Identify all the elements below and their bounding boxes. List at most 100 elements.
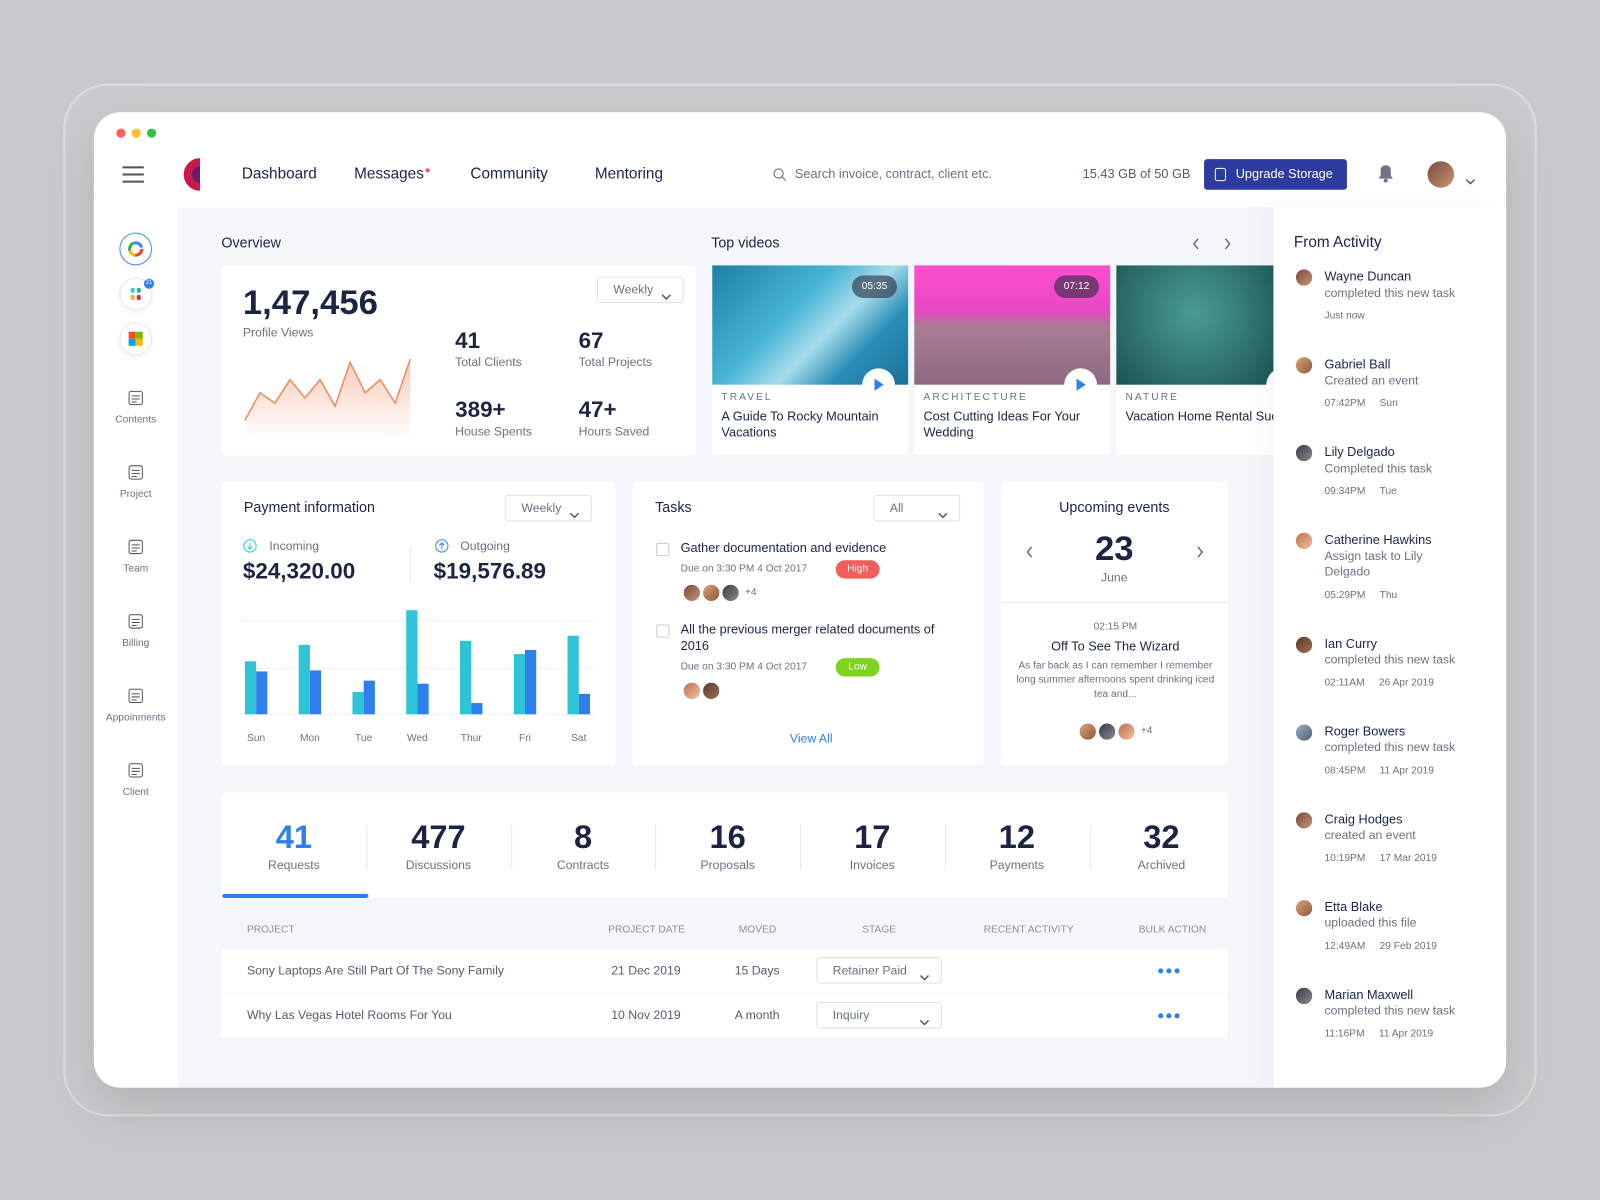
action-dot[interactable]: [1158, 968, 1164, 974]
action-dot[interactable]: [1174, 968, 1180, 974]
nav-label[interactable]: Appoinments: [105, 712, 166, 724]
activity-time: 10:19PM: [1324, 852, 1366, 864]
active-tab-indicator: [222, 893, 369, 898]
nav-label[interactable]: Team: [123, 563, 149, 575]
section-title: Overview: [221, 234, 281, 251]
activity-day: 11 Apr 2019: [1378, 1028, 1434, 1040]
avatar[interactable]: [1425, 159, 1457, 190]
bell[interactable]: [1378, 164, 1394, 183]
nav-label[interactable]: Contents: [115, 414, 157, 426]
nav-icon[interactable]: [128, 613, 144, 629]
activity-list: Wayne Duncan completed this new task Just …: [1293, 269, 1488, 1085]
play-button-icon: [1266, 371, 1274, 399]
dropdown-label: All: [889, 500, 904, 516]
avatar: [681, 582, 703, 604]
counter-value[interactable]: 41: [275, 818, 313, 855]
activity-item: Etta Blake uploaded this file 12:49AM 29 Fe…: [1293, 897, 1488, 953]
nav-label[interactable]: Client: [122, 786, 149, 798]
menu-line[interactable]: [122, 173, 144, 176]
activity-action: Created an event: [1324, 372, 1419, 388]
counter-label[interactable]: Proposals: [700, 857, 755, 873]
duration-pill: [852, 275, 897, 298]
menu-line[interactable]: [122, 166, 144, 169]
divider: [410, 545, 412, 583]
nav-icon[interactable]: [128, 539, 144, 555]
next-arrow[interactable]: [1196, 545, 1204, 558]
prev-arrow[interactable]: [1192, 237, 1200, 250]
dropdown[interactable]: [596, 276, 684, 304]
glyph: [128, 763, 143, 778]
nav-label[interactable]: Project: [119, 488, 152, 500]
dropdown-chevron: [661, 287, 671, 300]
window-dot: [116, 128, 126, 138]
nav-icon[interactable]: [128, 762, 144, 778]
counter-value[interactable]: 8: [573, 818, 593, 855]
nav-item[interactable]: Mentoring: [594, 165, 663, 183]
action-dot[interactable]: [1158, 1013, 1164, 1019]
counter-label[interactable]: Invoices: [849, 857, 895, 873]
nav-item[interactable]: Dashboard: [241, 165, 317, 183]
stage-dropdown[interactable]: [816, 1002, 942, 1029]
counter-value[interactable]: 17: [854, 818, 891, 855]
incoming-icon-icon: [243, 539, 257, 553]
nav-icon[interactable]: [128, 688, 144, 704]
counter-label[interactable]: Payments: [989, 857, 1045, 873]
activity-day: 29 Feb 2019: [1379, 940, 1437, 952]
counter-value[interactable]: 12: [998, 818, 1035, 855]
card: [221, 481, 616, 766]
nav-item[interactable]: Community: [470, 165, 548, 183]
search-input[interactable]: Search invoice, contract, client etc.: [794, 166, 992, 182]
activity-time: 08:45PM: [1324, 764, 1366, 777]
activity-time-row: Just now: [1324, 309, 1487, 323]
dropdown-label: Weekly: [613, 282, 654, 297]
nav-icon-icon: [128, 614, 143, 629]
avatar: [1293, 809, 1315, 831]
menu-line[interactable]: [122, 180, 144, 183]
play-button[interactable]: [1265, 367, 1274, 402]
activity-action: completed this new task: [1324, 739, 1456, 755]
divider: [655, 824, 657, 870]
arrow: [247, 542, 253, 550]
checkbox[interactable]: [656, 624, 670, 638]
prev-arrow[interactable]: [1026, 545, 1034, 558]
play-button[interactable]: [861, 367, 896, 402]
duration: 07:12: [1063, 280, 1090, 292]
cell: Why Las Vegas Hotel Rooms For You: [246, 1007, 452, 1023]
nav-label[interactable]: Billing: [122, 637, 150, 649]
activity-day: Thu: [1379, 589, 1398, 601]
avatar: [681, 680, 703, 702]
nav-icon[interactable]: [128, 464, 144, 480]
counter-value[interactable]: 16: [709, 818, 746, 855]
dropdown[interactable]: [873, 494, 961, 522]
counter-label[interactable]: Contracts: [556, 857, 610, 873]
dropdown-chevron-icon: [569, 512, 580, 519]
counter-label[interactable]: Requests: [268, 857, 320, 873]
action-dot[interactable]: [1166, 968, 1172, 974]
action-dot[interactable]: [1166, 1013, 1172, 1019]
stage-dropdown-label: Inquiry: [832, 1007, 870, 1023]
counter-label[interactable]: Archived: [1137, 857, 1186, 873]
nav-item[interactable]: Messages: [354, 165, 424, 183]
activity-item: Ian Curry completed this new task 02:11AM 2…: [1293, 634, 1488, 690]
view-all[interactable]: View All: [789, 731, 833, 746]
microsoft-icon-icon: [128, 331, 143, 346]
m: [128, 338, 136, 346]
priority-badge: [835, 560, 880, 579]
column-header: RECENT ACTIVITY: [983, 924, 1074, 936]
upgrade-button[interactable]: [1204, 159, 1347, 190]
dropdown[interactable]: [505, 494, 592, 522]
nav-icon[interactable]: [128, 390, 144, 406]
play-button-icon: [862, 368, 895, 402]
slack-icon-icon: [130, 287, 141, 300]
play-button[interactable]: [1063, 367, 1098, 402]
counter-label[interactable]: Discussions: [405, 857, 472, 873]
bar: [578, 693, 590, 715]
counter-value[interactable]: 32: [1143, 818, 1180, 855]
counter-value[interactable]: 477: [411, 818, 466, 855]
cell: 21 Dec 2019: [611, 963, 681, 978]
app-shortcut[interactable]: [119, 232, 153, 266]
action-dot[interactable]: [1174, 1013, 1180, 1019]
stage-dropdown[interactable]: [816, 957, 942, 984]
checkbox[interactable]: [656, 542, 670, 557]
next-arrow[interactable]: [1223, 237, 1231, 250]
